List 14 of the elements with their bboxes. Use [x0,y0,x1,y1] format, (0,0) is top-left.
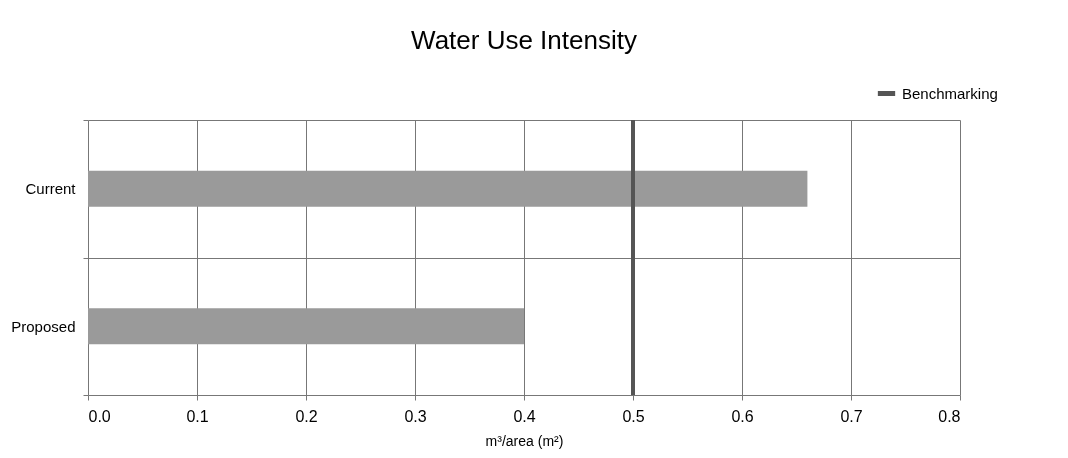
x-tick-label: 0.3 [404,407,427,425]
chart-title: Water Use Intensity [411,25,637,55]
x-tick-label: 0.8 [938,407,961,425]
x-axis-title: m³/area (m²) [485,432,564,449]
x-tick-label: 0.7 [840,407,863,425]
y-tick-label: Proposed [11,317,76,335]
x-tick-label: 0.4 [513,407,536,425]
x-tick-label: 0.6 [731,407,754,425]
x-tick-label: 0.2 [295,407,318,425]
x-tick-label: 0.1 [186,407,209,425]
y-tick-label: Current [25,180,77,198]
x-tick-label: 0.5 [622,407,645,425]
x-tick-label: 0.0 [88,407,111,425]
legend-label: Benchmarking [902,84,998,102]
